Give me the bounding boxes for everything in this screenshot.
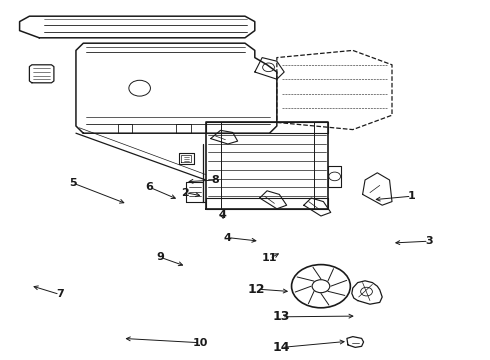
Text: 13: 13 <box>273 310 291 323</box>
Text: 4: 4 <box>218 210 226 220</box>
Text: 12: 12 <box>248 283 266 296</box>
Text: 8: 8 <box>212 175 220 185</box>
Text: 11: 11 <box>262 253 277 264</box>
Text: 3: 3 <box>425 236 433 246</box>
Text: 9: 9 <box>157 252 165 262</box>
Text: 14: 14 <box>273 341 291 354</box>
Text: 4: 4 <box>224 233 232 243</box>
Text: 7: 7 <box>56 289 64 300</box>
Text: 1: 1 <box>408 191 416 201</box>
Text: 6: 6 <box>146 182 153 192</box>
Text: 5: 5 <box>69 178 76 188</box>
Text: 10: 10 <box>192 338 208 348</box>
Text: 2: 2 <box>181 188 189 198</box>
